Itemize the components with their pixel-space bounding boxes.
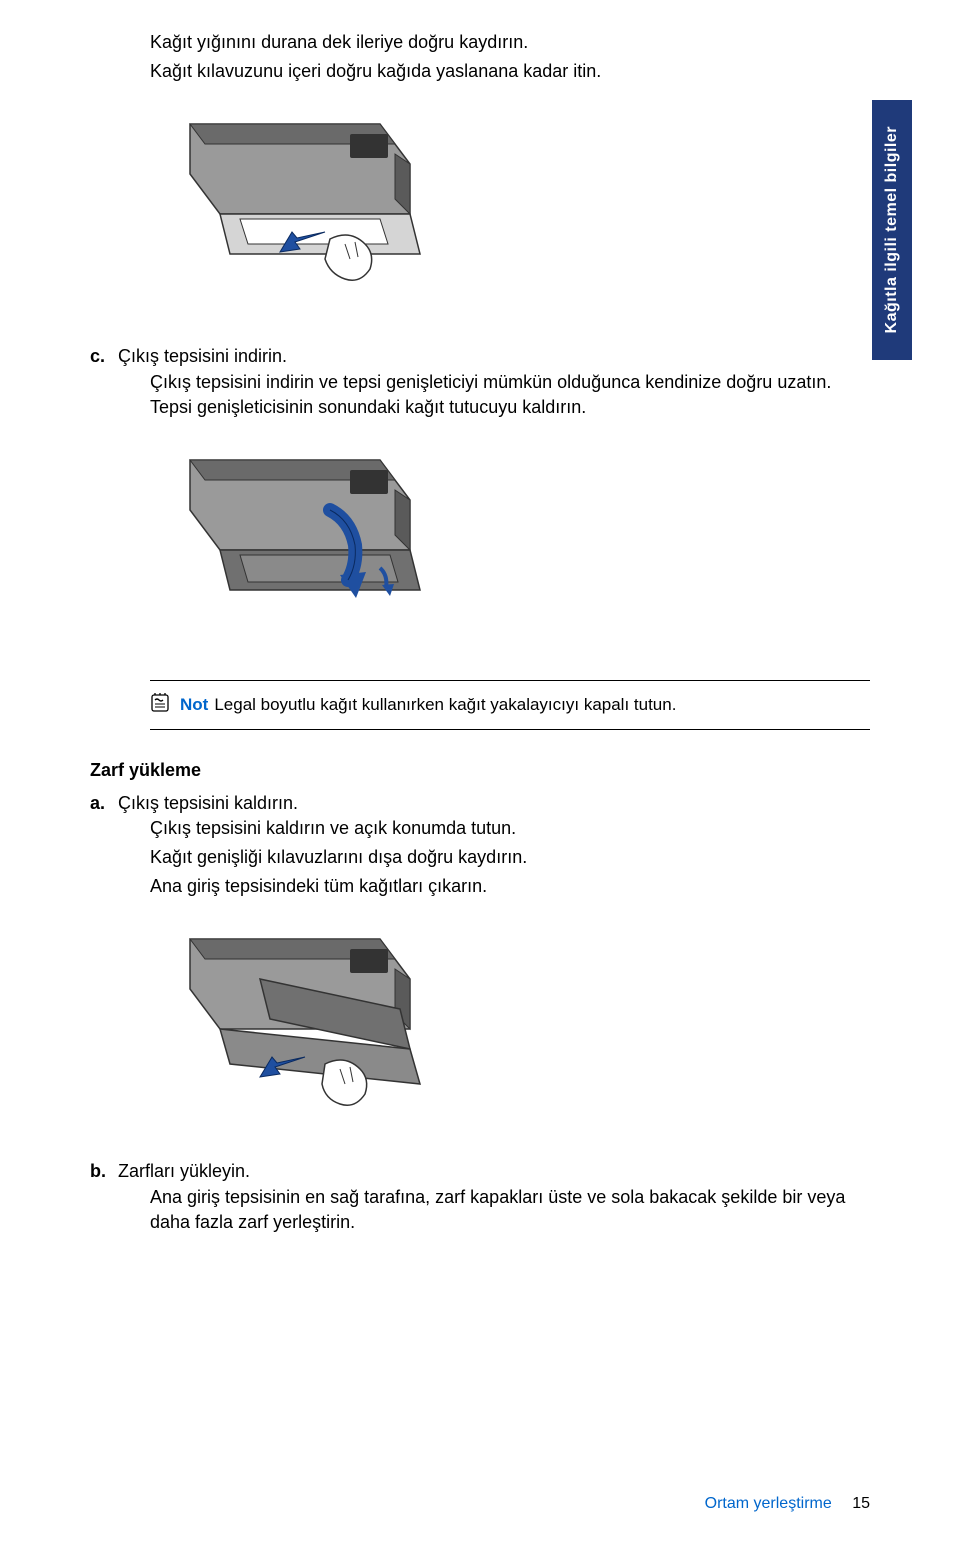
illustration-3: [150, 919, 450, 1129]
note-icon: [150, 693, 170, 713]
illustration-2: [150, 440, 450, 650]
step-b: b. Zarfları yükleyin.: [90, 1159, 870, 1184]
step-c-title: Çıkış tepsisini indirin.: [118, 344, 870, 369]
intro-line-1: Kağıt yığınını durana dek ileriye doğru …: [90, 30, 870, 55]
footer-pagenum: 15: [852, 1495, 870, 1512]
note-label: Not: [180, 695, 208, 714]
step-b-title: Zarfları yükleyin.: [118, 1159, 870, 1184]
section-zarf-heading: Zarf yükleme: [90, 760, 870, 781]
step-b-marker: b.: [90, 1159, 112, 1184]
sidebar-label: Kağıtla ilgili temel bilgiler: [883, 126, 901, 333]
step-a: a. Çıkış tepsisini kaldırın.: [90, 791, 870, 816]
note-text: Not Legal boyutlu kağıt kullanırken kağıt…: [180, 693, 676, 717]
illustration-1: [150, 104, 450, 314]
step-c: c. Çıkış tepsisini indirin.: [90, 344, 870, 369]
footer-section: Ortam yerleştirme: [705, 1495, 832, 1512]
step-a-line-1: Çıkış tepsisini kaldırın ve açık konumda…: [90, 816, 870, 841]
step-b-line-1: Ana giriş tepsisinin en sağ tarafına, za…: [90, 1185, 870, 1235]
sidebar-tab: Kağıtla ilgili temel bilgiler: [872, 100, 912, 360]
step-a-title: Çıkış tepsisini kaldırın.: [118, 791, 870, 816]
step-a-marker: a.: [90, 791, 112, 816]
step-a-line-3: Ana giriş tepsisindeki tüm kağıtları çık…: [90, 874, 870, 899]
step-c-marker: c.: [90, 344, 112, 369]
note-box: Not Legal boyutlu kağıt kullanırken kağıt…: [150, 680, 870, 730]
step-c-line-1: Çıkış tepsisini indirin ve tepsi genişle…: [90, 370, 870, 420]
footer: Ortam yerleştirme 15: [705, 1495, 870, 1513]
step-a-line-2: Kağıt genişliği kılavuzlarını dışa doğru…: [90, 845, 870, 870]
intro-line-2: Kağıt kılavuzunu içeri doğru kağıda yasl…: [90, 59, 870, 84]
note-body: Legal boyutlu kağıt kullanırken kağıt ya…: [214, 695, 676, 714]
